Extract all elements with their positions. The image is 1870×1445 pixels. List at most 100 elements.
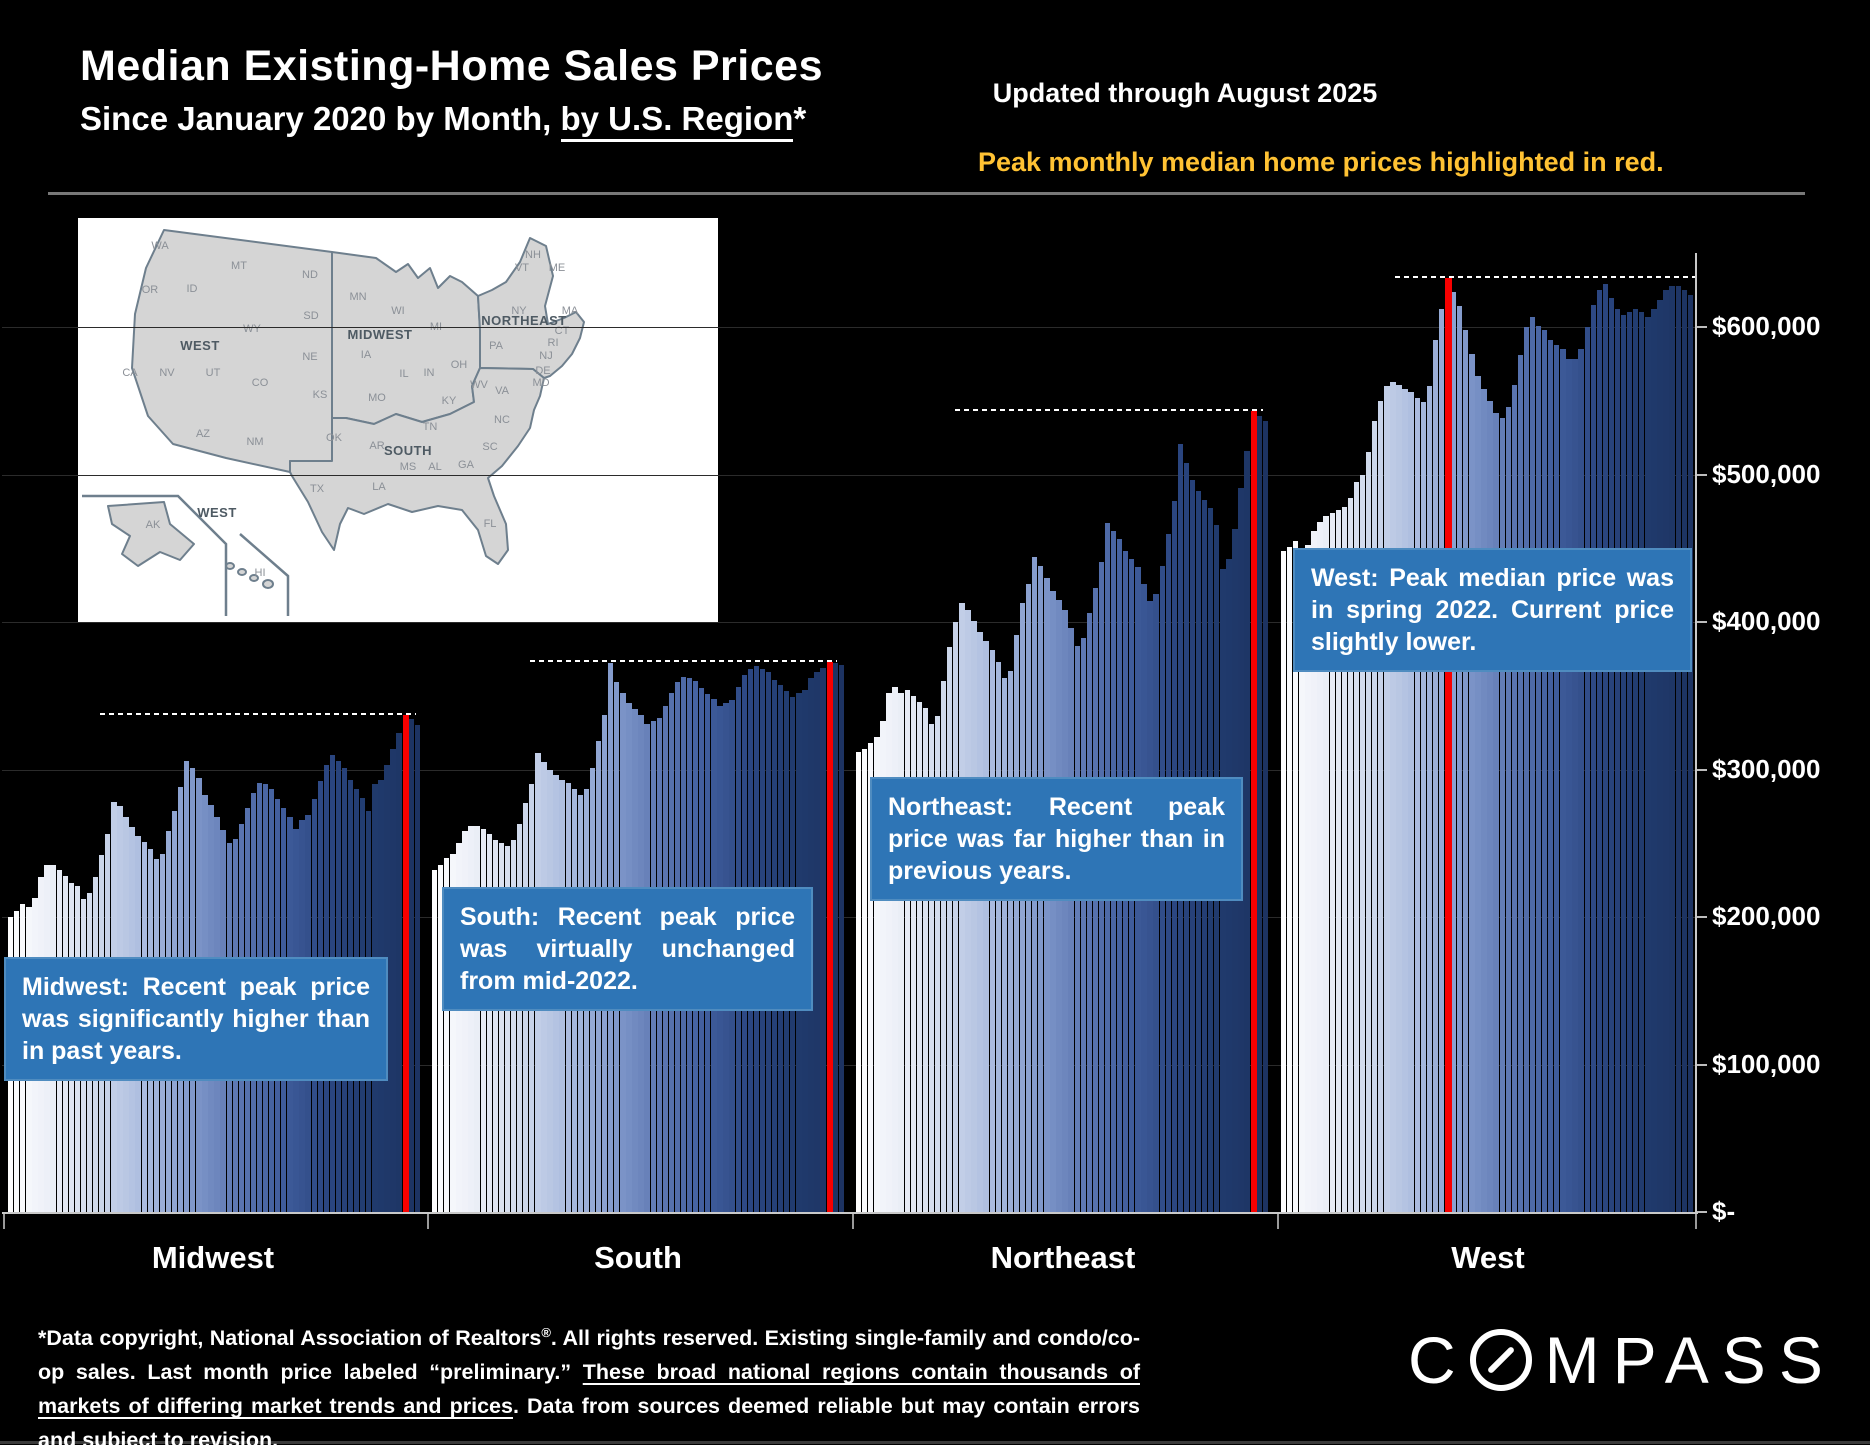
disclaimer-underlined: These broad national regions contain tho…	[38, 1360, 1140, 1419]
month-bar	[947, 647, 953, 1212]
map-state-label: IN	[424, 367, 435, 379]
month-bar	[1281, 551, 1287, 1212]
month-bar	[1517, 355, 1524, 1212]
map-region-label: MIDWEST	[348, 327, 413, 342]
map-state-label: MA	[562, 305, 579, 317]
month-bar	[1408, 391, 1414, 1212]
month-bar	[1396, 384, 1402, 1212]
compass-needle-icon	[1469, 1329, 1532, 1391]
month-bar	[1056, 599, 1062, 1212]
month-bar	[1590, 304, 1596, 1212]
map-state-label: CT	[555, 325, 570, 337]
y-axis-label: $600,000	[1712, 311, 1821, 341]
y-axis-tick	[1695, 768, 1707, 771]
month-bar	[983, 641, 989, 1212]
callout-south: South: Recent peak price was virtually u…	[442, 887, 813, 1011]
month-bar	[928, 723, 935, 1212]
month-bar	[1287, 546, 1293, 1212]
x-axis-line	[2, 1212, 1698, 1214]
month-bar	[953, 622, 959, 1212]
month-bar	[1554, 344, 1560, 1212]
map-inset-border-hi	[239, 533, 290, 616]
month-bar	[832, 663, 838, 1212]
peak-month-bar	[1444, 278, 1452, 1212]
y-axis-tick	[1695, 326, 1707, 328]
month-bar	[874, 737, 880, 1212]
month-bar	[450, 853, 456, 1212]
y-axis-tick	[1695, 916, 1707, 918]
month-bar	[1390, 381, 1396, 1212]
map-state-label: ND	[302, 269, 318, 281]
month-bar	[1614, 309, 1621, 1212]
map-state-label: DE	[535, 365, 550, 377]
map-state-label: SD	[303, 310, 318, 322]
month-bar	[1469, 353, 1475, 1212]
month-bar	[898, 692, 904, 1212]
month-bar	[1299, 554, 1305, 1212]
month-bar	[1560, 349, 1566, 1212]
x-axis-category-tick	[1695, 1214, 1697, 1229]
y-axis-label: $400,000	[1712, 606, 1821, 636]
month-bar	[922, 707, 929, 1212]
month-bar	[1068, 627, 1074, 1212]
map-state-label: FL	[484, 518, 497, 530]
map-region-label: WEST	[197, 505, 237, 520]
map-state-label: TX	[310, 483, 325, 495]
month-bar	[1347, 498, 1354, 1212]
gridline	[2, 769, 1695, 771]
month-bar	[1548, 340, 1554, 1212]
month-bar	[1293, 540, 1299, 1212]
month-bar	[456, 843, 462, 1212]
month-bar	[886, 692, 892, 1212]
month-bar	[868, 742, 874, 1212]
x-axis-label-midwest: Midwest	[151, 1240, 275, 1275]
header-divider	[48, 192, 1805, 195]
x-axis-category-tick	[427, 1214, 429, 1229]
page-subtitle: Since January 2020 by Month, by U.S. Reg…	[80, 100, 806, 142]
registered-mark: ®	[541, 1325, 551, 1340]
map-state-label: CA	[122, 367, 138, 379]
x-axis-category-tick	[852, 1214, 854, 1229]
subtitle-underlined: by U.S. Region	[560, 100, 794, 142]
month-bar	[1620, 315, 1627, 1212]
month-bar	[1596, 290, 1602, 1212]
map-state-label: MN	[349, 291, 366, 303]
callout-west: West: Peak median price was in spring 20…	[1293, 548, 1692, 672]
month-bar	[1001, 678, 1008, 1212]
month-bar	[1311, 530, 1317, 1212]
us-regions-map: WA MT OR ID ND MN WI MI SD WY NY ME NH VT MA CT RI PA NJ IA…	[78, 218, 718, 622]
peak-price-dotted-line	[530, 659, 837, 662]
month-bar	[1086, 613, 1092, 1212]
x-axis-category-tick	[3, 1214, 5, 1229]
map-inset-border-ak	[82, 494, 228, 616]
map-state-label: MD	[532, 377, 549, 389]
map-state-label: MT	[231, 260, 247, 272]
month-bar	[1639, 312, 1645, 1212]
map-state-label: GA	[458, 459, 475, 471]
month-bar	[1013, 635, 1020, 1212]
month-bar	[438, 865, 444, 1212]
map-state-label: MS	[400, 461, 417, 473]
map-state-label: AR	[369, 440, 384, 452]
map-state-label: ID	[187, 283, 198, 295]
month-bar	[504, 846, 511, 1212]
gridline	[2, 474, 1695, 476]
month-bar	[1633, 309, 1639, 1212]
month-bar	[1687, 294, 1694, 1212]
month-bar	[1074, 645, 1080, 1212]
month-bar	[1262, 421, 1269, 1212]
month-bar	[904, 689, 910, 1212]
month-bar	[959, 602, 965, 1212]
y-axis-label: $500,000	[1712, 458, 1821, 489]
month-bar	[474, 825, 480, 1212]
map-state-label: VT	[515, 262, 529, 274]
month-bar	[1378, 400, 1384, 1212]
month-bar	[480, 828, 486, 1212]
month-bar	[1584, 327, 1590, 1212]
data-disclaimer: *Data copyright, National Association of…	[38, 1316, 1140, 1445]
map-state-label: CO	[252, 377, 269, 389]
peak-month-bar	[402, 714, 410, 1212]
month-bar	[1572, 359, 1578, 1212]
month-bar	[1523, 327, 1530, 1212]
